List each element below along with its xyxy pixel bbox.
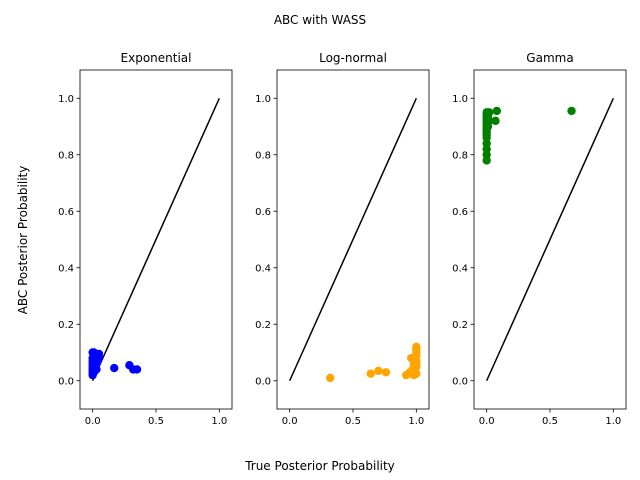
- y-axis-label: ABC Posterior Probability: [16, 166, 30, 315]
- y-tick-label: 0.6: [58, 207, 74, 218]
- y-tick-label: 0.8: [255, 150, 271, 161]
- y-tick-label: 0.8: [452, 150, 468, 161]
- y-tick-label: 0.4: [58, 263, 74, 274]
- subplot-1: Exponential 0.0 0.5 1.0 0.0 0.2 0.4 0.6 0.8 1.0: [58, 51, 233, 427]
- x-tick-label: 0.0: [85, 416, 101, 427]
- data-point: [326, 373, 335, 383]
- x-tick-label: 1.0: [408, 416, 424, 427]
- data-point: [567, 106, 576, 116]
- data-point: [412, 342, 421, 352]
- y-tick-label: 1.0: [452, 94, 468, 105]
- y-tick-label: 0.8: [58, 150, 74, 161]
- x-tick-label: 1.0: [605, 416, 621, 427]
- subplot-3: Gamma 0.0 0.5 1.0 0.0 0.2 0.4 0.6 0.8 1.0: [452, 51, 627, 427]
- data-point: [132, 365, 142, 374]
- data-point: [491, 116, 500, 126]
- reference-line: [91, 97, 221, 382]
- y-tick-label: 0.2: [255, 320, 271, 331]
- y-tick-label: 0.6: [452, 207, 468, 218]
- y-tick-label: 0.0: [58, 376, 74, 387]
- y-tick-label: 1.0: [58, 94, 74, 105]
- subplot-2: Log-normal 0.0 0.5 1.0 0.0 0.2 0.4 0.6 0.8 1.0: [255, 51, 430, 427]
- data-point: [374, 366, 383, 376]
- y-tick-label: 0.4: [452, 263, 468, 274]
- subplot-title: Exponential: [121, 51, 192, 65]
- data-point: [492, 106, 501, 116]
- x-tick-label: 0.5: [148, 416, 164, 427]
- subplot-title: Gamma: [526, 51, 573, 65]
- data-point: [485, 108, 494, 117]
- data-point: [110, 363, 119, 373]
- y-tick-label: 0.2: [452, 320, 468, 331]
- x-tick-label: 0.5: [542, 416, 558, 427]
- data-point: [92, 365, 101, 374]
- reference-line: [288, 97, 418, 382]
- data-point: [366, 369, 375, 378]
- subplot-title: Log-normal: [319, 51, 387, 65]
- x-tick-label: 0.5: [345, 416, 361, 427]
- y-tick-label: 0.2: [58, 320, 74, 331]
- y-tick-label: 0.6: [255, 207, 271, 218]
- figure-title: ABC with WASS: [274, 13, 366, 27]
- data-point: [381, 368, 391, 377]
- data-point: [412, 369, 421, 378]
- y-tick-label: 0.0: [452, 376, 468, 387]
- y-tick-label: 0.0: [255, 376, 271, 387]
- reference-line: [485, 97, 615, 382]
- data-point: [88, 356, 97, 366]
- y-tick-label: 1.0: [255, 94, 271, 105]
- x-tick-label: 0.0: [479, 416, 495, 427]
- data-point: [485, 116, 494, 126]
- x-axis-label: True Posterior Probability: [244, 459, 395, 473]
- x-tick-label: 0.0: [282, 416, 298, 427]
- x-tick-label: 1.0: [211, 416, 227, 427]
- y-tick-label: 0.4: [255, 263, 271, 274]
